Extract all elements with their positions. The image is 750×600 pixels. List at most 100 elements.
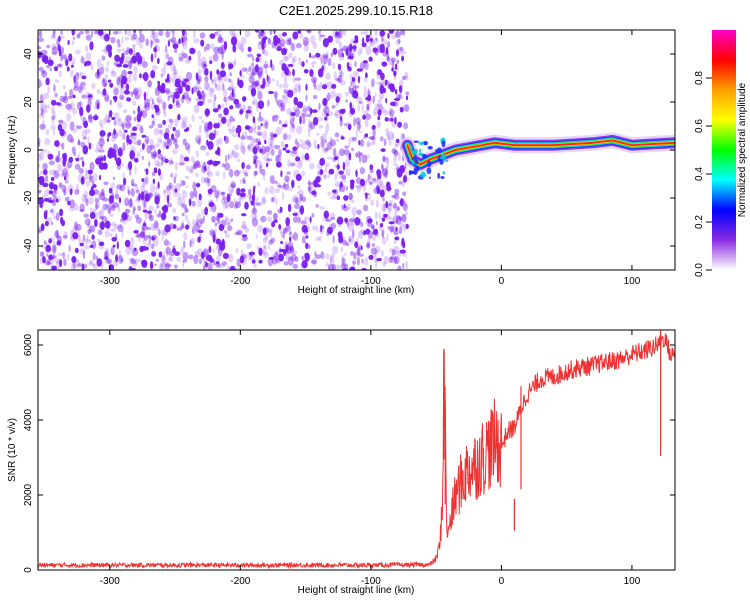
noise-blob: [76, 125, 83, 129]
noise-blob: [381, 203, 387, 213]
noise-blob: [352, 85, 360, 89]
noise-blob: [74, 247, 79, 254]
noise-blob: [197, 236, 201, 243]
noise-blob: [165, 90, 171, 95]
noise-blob: [307, 141, 312, 148]
noise-blob: [199, 220, 203, 227]
noise-blob: [383, 156, 390, 160]
noise-blob: [51, 106, 55, 114]
noise-blob: [398, 216, 403, 222]
noise-blob: [177, 196, 181, 206]
noise-blob: [157, 85, 163, 91]
noise-blob: [139, 231, 146, 239]
noise-blob: [100, 144, 103, 149]
noise-blob: [122, 124, 125, 131]
noise-blob: [75, 34, 81, 40]
noise-blob: [235, 152, 240, 159]
noise-blob: [63, 189, 66, 196]
noise-blob: [264, 139, 267, 145]
noise-blob: [65, 103, 72, 110]
noise-blob: [196, 218, 199, 227]
noise-blob: [47, 150, 51, 159]
noise-blob: [380, 148, 386, 153]
noise-blob: [51, 51, 57, 55]
noise-blob: [176, 227, 183, 231]
noise-blob: [299, 116, 302, 125]
noise-blob: [374, 211, 378, 220]
noise-blob: [212, 215, 217, 223]
noise-blob: [261, 168, 266, 176]
noise-blob: [328, 223, 333, 227]
noise-blob: [393, 101, 399, 107]
noise-blob: [202, 265, 206, 270]
noise-blob: [278, 253, 284, 262]
noise-blob: [166, 249, 169, 258]
noise-blob: [247, 105, 252, 111]
noise-blob: [176, 256, 181, 263]
noise-blob: [75, 183, 80, 192]
colorbar-tick-label: 0.8: [694, 71, 705, 85]
noise-blob: [87, 196, 94, 205]
noise-blob: [214, 83, 217, 88]
noise-blob: [268, 228, 273, 233]
noise-blob: [291, 123, 295, 129]
noise-blob: [354, 93, 359, 100]
noise-blob: [63, 258, 67, 267]
noise-blob: [338, 113, 344, 118]
noise-blob: [391, 249, 396, 256]
noise-blob: [38, 190, 42, 195]
noise-blob: [270, 148, 275, 156]
noise-blob: [158, 263, 163, 270]
noise-blob: [294, 152, 298, 158]
noise-blob: [399, 222, 404, 228]
noise-blob: [335, 138, 340, 143]
noise-blob: [155, 186, 158, 191]
noise-blob: [284, 243, 291, 250]
noise-blob: [290, 112, 296, 117]
noise-blob: [296, 200, 302, 204]
noise-blob: [384, 213, 391, 221]
noise-blob: [94, 197, 100, 203]
noise-blob: [174, 118, 179, 128]
noise-blob: [241, 67, 248, 72]
noise-blob: [393, 97, 401, 101]
noise-blob: [209, 258, 214, 263]
noise-blob: [332, 147, 337, 157]
noise-blob: [249, 195, 252, 204]
noise-blob: [291, 196, 297, 203]
noise-blob: [322, 97, 328, 107]
noise-blob: [166, 52, 170, 60]
noise-blob: [330, 52, 334, 57]
noise-blob: [318, 102, 321, 110]
noise-blob: [51, 43, 57, 51]
noise-blob: [148, 212, 152, 220]
noise-blob: [394, 116, 397, 125]
noise-blob: [228, 183, 234, 194]
noise-blob: [307, 186, 311, 191]
noise-blob: [313, 116, 319, 126]
noise-blob: [82, 250, 86, 260]
noise-blob: [157, 153, 163, 160]
noise-blob: [226, 194, 231, 203]
noise-blob: [256, 105, 259, 113]
noise-blob: [241, 234, 247, 238]
noise-blob: [276, 182, 281, 188]
noise-blob: [308, 163, 315, 170]
noise-blob: [39, 251, 44, 256]
noise-blob: [223, 200, 227, 205]
noise-blob: [192, 219, 196, 227]
noise-blob: [140, 185, 146, 194]
noise-blob: [89, 225, 96, 232]
noise-blob: [372, 47, 378, 53]
noise-blob: [227, 225, 233, 232]
noise-blob: [191, 155, 195, 164]
noise-blob: [251, 193, 256, 203]
noise-blob: [154, 107, 161, 116]
noise-blob: [45, 77, 50, 86]
noise-blob: [316, 132, 320, 136]
noise-blob: [182, 30, 185, 37]
noise-blob: [303, 44, 310, 52]
noise-blob: [356, 96, 363, 103]
noise-blob: [334, 109, 341, 119]
noise-blob: [85, 34, 92, 41]
